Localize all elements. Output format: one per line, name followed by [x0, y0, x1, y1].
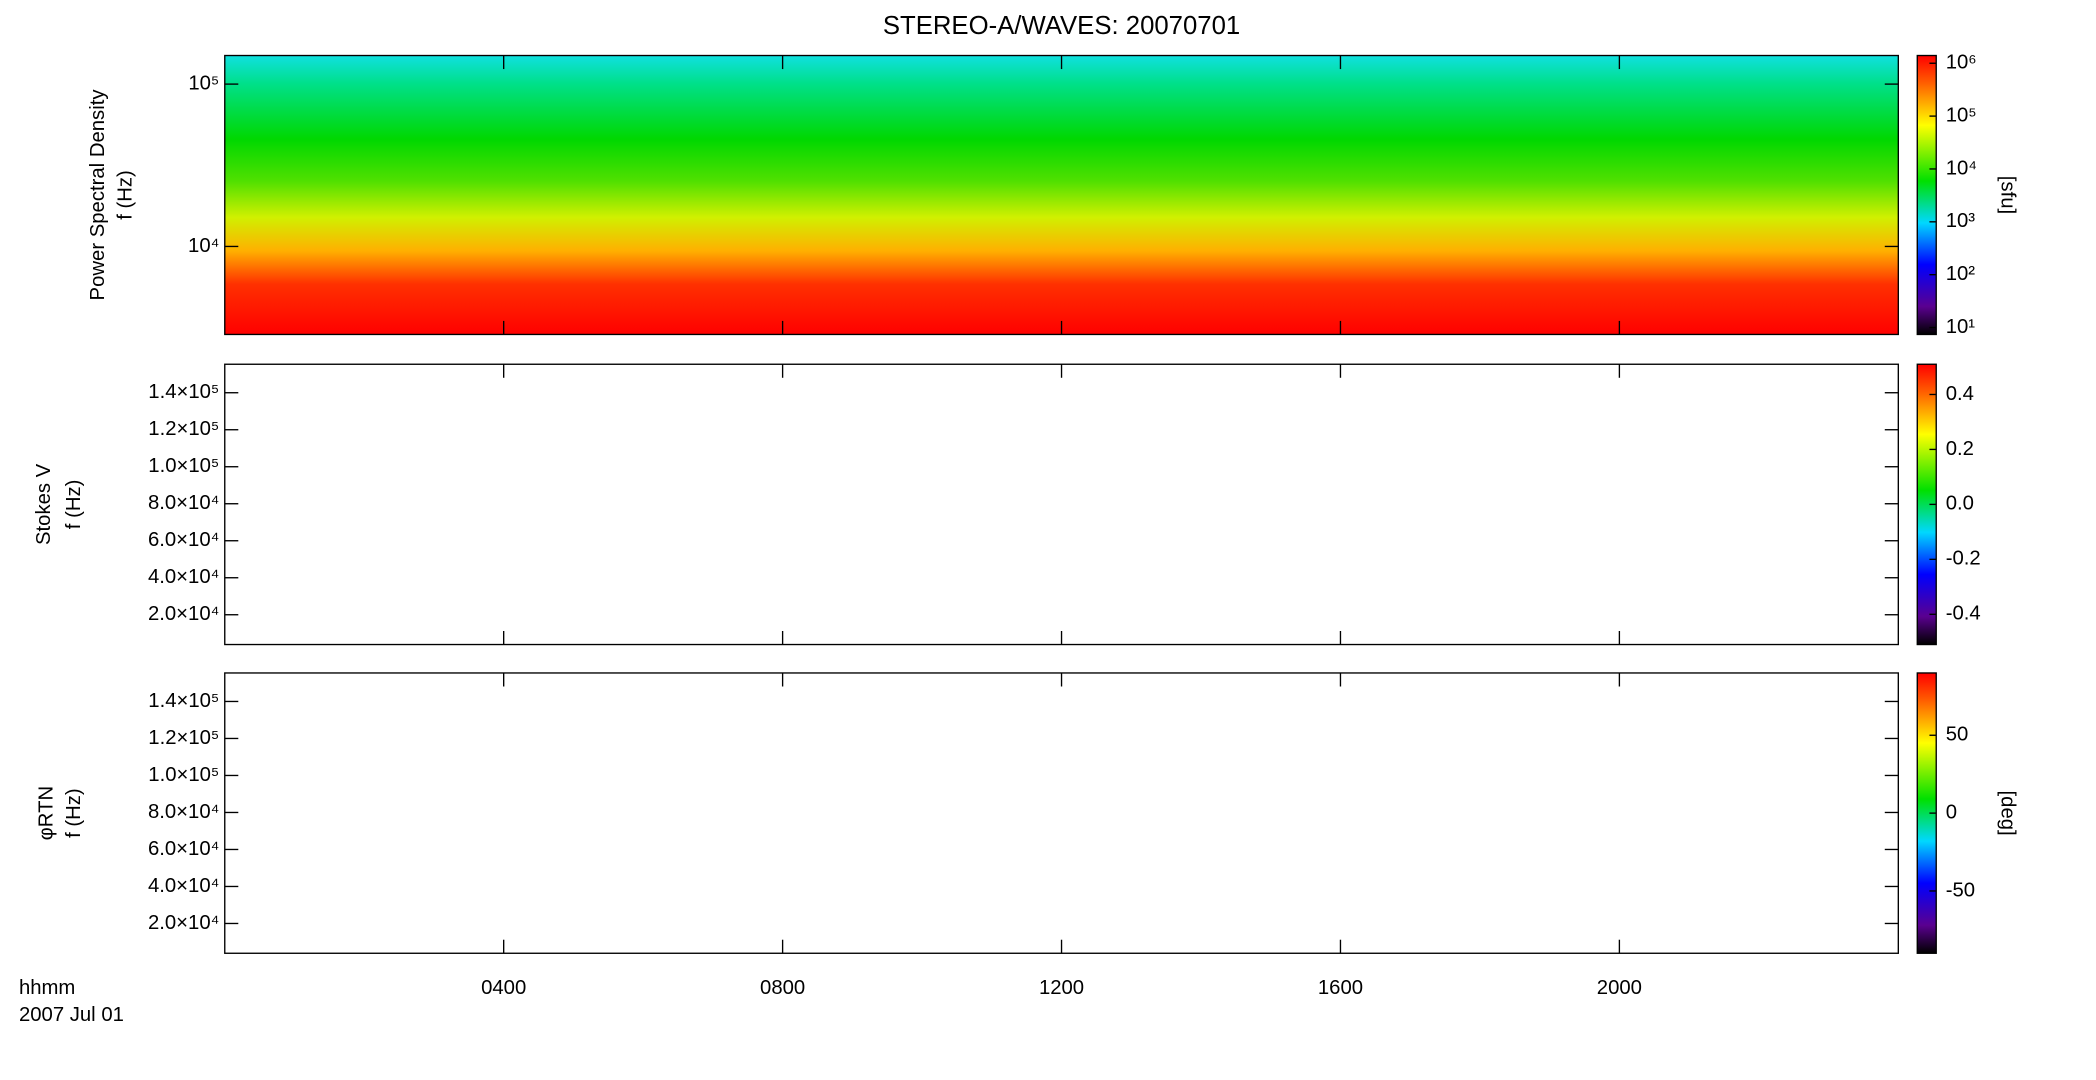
y-axis-label: φRTN — [36, 786, 58, 841]
y-tick-label: 6.0×10⁴ — [148, 529, 219, 551]
colorbar-tick-label: 10¹ — [1946, 316, 1976, 338]
colorbar-tick-label: -0.2 — [1946, 548, 1981, 570]
y-tick-label: 1.4×10⁵ — [148, 381, 219, 403]
colorbar-tick-label: 0.0 — [1946, 493, 1974, 515]
x-axis-label: 2007 Jul 01 — [19, 1004, 124, 1026]
y-axis-label: f (Hz) — [63, 788, 85, 838]
y-axis-label: f (Hz) — [63, 480, 85, 530]
colorbar-tick-label: -50 — [1946, 879, 1975, 901]
colorbar — [1916, 54, 1937, 336]
y-tick-label: 1.0×10⁵ — [148, 764, 219, 786]
y-tick-label: 2.0×10⁴ — [148, 912, 219, 934]
y-tick-label: 6.0×10⁴ — [148, 838, 219, 860]
y-tick-label: 2.0×10⁴ — [148, 603, 219, 625]
y-tick-label: 1.2×10⁵ — [148, 727, 219, 749]
y-tick-label: 4.0×10⁴ — [148, 566, 219, 588]
x-tick-label: 1600 — [1318, 977, 1363, 999]
colorbar-tick-label: 10³ — [1946, 210, 1976, 232]
colorbar-tick-label: -0.4 — [1946, 603, 1981, 625]
colorbar-tick-label: 50 — [1946, 724, 1969, 746]
x-tick-label: 2000 — [1597, 977, 1642, 999]
y-tick-label: 1.4×10⁵ — [148, 690, 219, 712]
y-tick-label: 8.0×10⁴ — [148, 801, 219, 823]
y-tick-label: 4.0×10⁴ — [148, 875, 219, 897]
y-tick-label: 1.2×10⁵ — [148, 418, 219, 440]
colorbar-tick-label: 0.2 — [1946, 438, 1974, 460]
x-tick-label: 0400 — [481, 977, 526, 999]
y-axis-label: Stokes V — [33, 463, 55, 545]
plot-frame — [224, 363, 1899, 646]
colorbar-tick-label: 10⁶ — [1946, 52, 1977, 74]
colorbar-tick-label: 10⁵ — [1946, 104, 1977, 126]
spectrogram — [224, 55, 1899, 335]
y-tick-label: 10⁵ — [188, 72, 219, 94]
y-axis-label: f (Hz) — [114, 170, 136, 220]
colorbar-tick-label: 10² — [1946, 263, 1976, 285]
y-tick-label: 8.0×10⁴ — [148, 492, 219, 514]
x-tick-label: 0800 — [760, 977, 805, 999]
chart-title: STEREO-A/WAVES: 20070701 — [883, 12, 1240, 40]
y-axis-label: Power Spectral Density — [87, 89, 109, 301]
x-axis-label: hhmm — [19, 977, 75, 999]
colorbar-tick-label: 0 — [1946, 801, 1957, 823]
colorbar-tick-label: 0.4 — [1946, 383, 1974, 405]
y-tick-label: 1.0×10⁵ — [148, 455, 219, 477]
colorbar-label: [sfu] — [1996, 176, 2018, 214]
x-tick-label: 1200 — [1039, 977, 1084, 999]
colorbar-label: [deg] — [1996, 791, 2018, 836]
plot-frame — [224, 672, 1899, 954]
colorbar-tick-label: 10⁴ — [1946, 157, 1977, 179]
y-tick-label: 10⁴ — [188, 235, 219, 257]
